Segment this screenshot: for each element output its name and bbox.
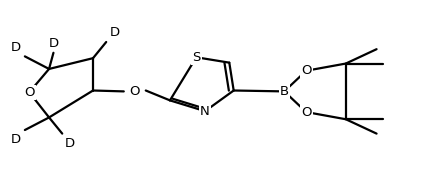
Text: D: D	[10, 41, 20, 54]
Text: D: D	[110, 26, 120, 39]
Text: D: D	[49, 37, 59, 50]
Text: N: N	[200, 105, 210, 118]
Text: O: O	[130, 85, 140, 98]
Text: O: O	[301, 64, 311, 77]
Text: D: D	[10, 133, 20, 146]
Text: D: D	[65, 137, 75, 150]
Text: B: B	[280, 85, 289, 98]
Text: O: O	[301, 106, 311, 119]
Text: S: S	[192, 51, 201, 64]
Text: O: O	[24, 86, 34, 99]
